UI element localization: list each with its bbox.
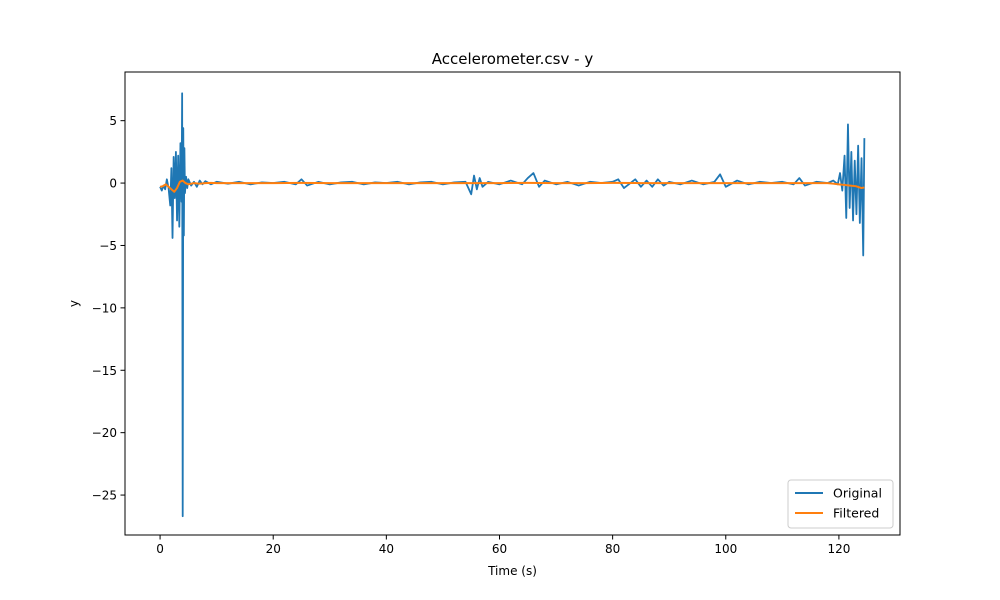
y-tick-label: −10 xyxy=(92,301,117,315)
x-tick-label: 20 xyxy=(266,542,281,556)
chart-title: Accelerometer.csv - y xyxy=(432,50,594,68)
x-axis-label: Time (s) xyxy=(487,564,537,578)
x-axis: 0 20 40 60 80 100 120 xyxy=(156,535,850,556)
y-tick-label: −25 xyxy=(92,489,117,503)
y-tick-label: −20 xyxy=(92,426,117,440)
legend: Original Filtered xyxy=(787,479,894,529)
x-tick-label: 40 xyxy=(379,542,394,556)
x-tick-label: 60 xyxy=(492,542,507,556)
y-tick-label: −15 xyxy=(92,364,117,378)
y-tick-label: 0 xyxy=(109,177,117,191)
y-tick-label: −5 xyxy=(99,239,117,253)
y-axis: 5 0 −5 −10 −15 −20 −25 xyxy=(92,114,125,503)
legend-label-original: Original xyxy=(833,486,882,501)
legend-label-filtered: Filtered xyxy=(833,506,879,521)
x-tick-label: 80 xyxy=(605,542,620,556)
x-tick-label: 0 xyxy=(156,542,164,556)
plot-background xyxy=(125,72,900,535)
series-line-filtered xyxy=(159,179,865,193)
x-tick-label: 100 xyxy=(714,542,737,556)
x-tick-label: 120 xyxy=(827,542,850,556)
y-tick-label: 5 xyxy=(109,114,117,128)
y-axis-label: y xyxy=(67,300,81,307)
plot-frame xyxy=(124,71,901,536)
series-layer xyxy=(159,92,866,518)
